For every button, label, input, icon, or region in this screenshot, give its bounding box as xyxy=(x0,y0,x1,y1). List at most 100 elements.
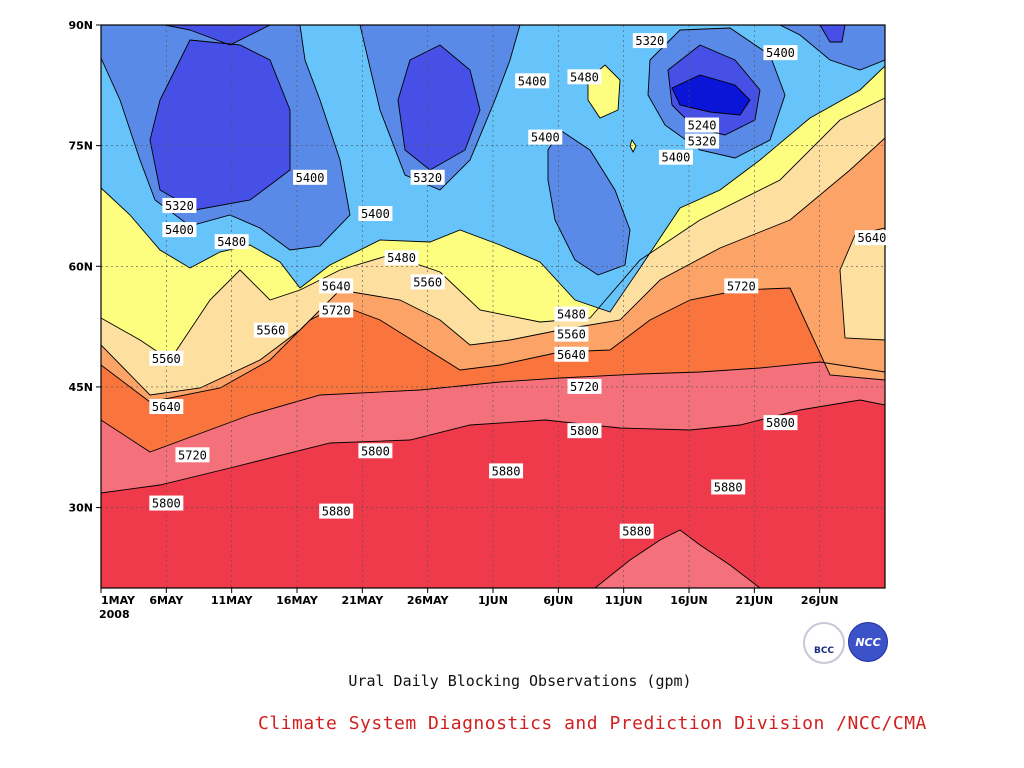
contour-line xyxy=(101,25,885,361)
y-tick-label: 30N xyxy=(68,502,93,515)
axes: 1MAY 6MAY 11MAY 16MAY 21MAY 26MAY 1JUN 6JUN 11JU… xyxy=(68,19,838,621)
contour-label: 5480 xyxy=(384,250,419,266)
contour-label-box xyxy=(854,230,889,246)
contour-label-box xyxy=(567,69,602,85)
contour-label-box xyxy=(319,503,354,519)
contour-label: 5720 xyxy=(724,278,759,294)
contour-label-box xyxy=(763,415,798,431)
contour-label: 5560 xyxy=(410,274,445,290)
contour-label: 5480 xyxy=(567,69,602,85)
contour-lines xyxy=(101,25,885,588)
contour-label-text: 5720 xyxy=(178,448,207,462)
contour-label-box xyxy=(567,378,602,394)
contour-label-box xyxy=(554,326,589,342)
contour-label-text: 5400 xyxy=(296,171,325,185)
contour-line xyxy=(101,25,885,453)
x-tick-label: 16JUN xyxy=(670,594,708,607)
contour-label-text: 5400 xyxy=(518,74,547,88)
contour-label-box xyxy=(358,206,393,222)
contour-label-text: 5560 xyxy=(557,328,586,342)
contour-label-text: 5480 xyxy=(387,251,416,265)
contour-label: 5400 xyxy=(515,73,550,89)
contour-label-box xyxy=(319,302,354,318)
contour-label-box xyxy=(384,250,419,266)
contour-label-box xyxy=(567,423,602,439)
y-tick-label: 45N xyxy=(68,381,93,394)
contour-label-box xyxy=(319,278,354,294)
contour-label: 5320 xyxy=(162,197,197,213)
contour-label: 5640 xyxy=(554,346,589,362)
contour-label-text: 5880 xyxy=(622,525,651,539)
contour-label-text: 5320 xyxy=(688,135,717,149)
credit-text: Climate System Diagnostics and Predictio… xyxy=(258,713,927,734)
contour-line xyxy=(587,64,637,154)
chart-title: Ural Daily Blocking Observations (gpm) xyxy=(348,672,692,690)
level-fill-5480-patch xyxy=(588,65,636,152)
contour-line xyxy=(101,25,885,276)
contour-label: 5400 xyxy=(658,149,693,165)
contour-label: 5880 xyxy=(619,523,654,539)
contour-label-text: 5320 xyxy=(165,199,194,213)
contour-label-box xyxy=(632,33,667,49)
contour-label: 5320 xyxy=(410,169,445,185)
contour-label-text: 5400 xyxy=(165,223,194,237)
contour-label-box xyxy=(253,322,288,338)
y-tick-label: 90N xyxy=(68,19,93,32)
contour-label-box xyxy=(554,306,589,322)
level-fill-5240 xyxy=(150,25,845,210)
contour-label: 5880 xyxy=(711,479,746,495)
contour-label-text: 5640 xyxy=(557,348,586,362)
contour-label-text: 5480 xyxy=(570,70,599,84)
contour-label: 5640 xyxy=(149,399,184,415)
contour-label-box xyxy=(358,443,393,459)
contour-label-text: 5640 xyxy=(152,400,181,414)
contour-label-text: 5800 xyxy=(570,424,599,438)
contour-label-text: 5880 xyxy=(714,480,743,494)
contour-label-text: 5560 xyxy=(152,352,181,366)
contour-label-box xyxy=(149,399,184,415)
contour-line xyxy=(594,529,761,588)
contour-label-text: 5800 xyxy=(361,444,390,458)
contour-line xyxy=(101,25,885,494)
contour-label-text: 5400 xyxy=(361,207,390,221)
contour-line xyxy=(101,25,885,396)
contour-label-box xyxy=(489,463,524,479)
contour-label: 5720 xyxy=(567,378,602,394)
contour-label-text: 5720 xyxy=(727,279,756,293)
contour-label-text: 5320 xyxy=(635,34,664,48)
contour-label: 5880 xyxy=(319,503,354,519)
ncc-logo-text: NCC xyxy=(855,636,881,649)
contour-label: 5800 xyxy=(567,423,602,439)
contour-label: 5400 xyxy=(162,222,197,238)
contour-label-text: 5320 xyxy=(413,171,442,185)
contour-line xyxy=(839,227,885,341)
contour-label-box xyxy=(658,149,693,165)
contour-label-box xyxy=(214,234,249,250)
contour-label: 5560 xyxy=(253,322,288,338)
contour-label: 5880 xyxy=(489,463,524,479)
contour-label-box xyxy=(410,169,445,185)
y-tick-label: 60N xyxy=(68,260,93,273)
x-tick-label: 26JUN xyxy=(801,594,839,607)
contour-label: 5320 xyxy=(632,33,667,49)
contour-label-box xyxy=(711,479,746,495)
contour-label: 5720 xyxy=(319,302,354,318)
contour-label-text: 5480 xyxy=(557,308,586,322)
contour-label: 5800 xyxy=(763,415,798,431)
contour-label-box xyxy=(149,350,184,366)
contour-label-text: 5400 xyxy=(531,131,560,145)
contour-label-text: 5800 xyxy=(766,416,795,430)
contour-label-text: 5640 xyxy=(857,231,886,245)
x-tick-label: 26MAY xyxy=(407,594,450,607)
x-year-label: 2008 xyxy=(99,608,130,621)
contour-label-text: 5400 xyxy=(766,46,795,60)
contour-label-box xyxy=(410,274,445,290)
contour-label: 5800 xyxy=(358,443,393,459)
contour-label-box xyxy=(515,73,550,89)
contour-label-box xyxy=(763,45,798,61)
contour-label: 5400 xyxy=(293,169,328,185)
contour-label-box xyxy=(554,346,589,362)
contour-label: 5720 xyxy=(175,447,210,463)
contour-label-box xyxy=(685,133,720,149)
